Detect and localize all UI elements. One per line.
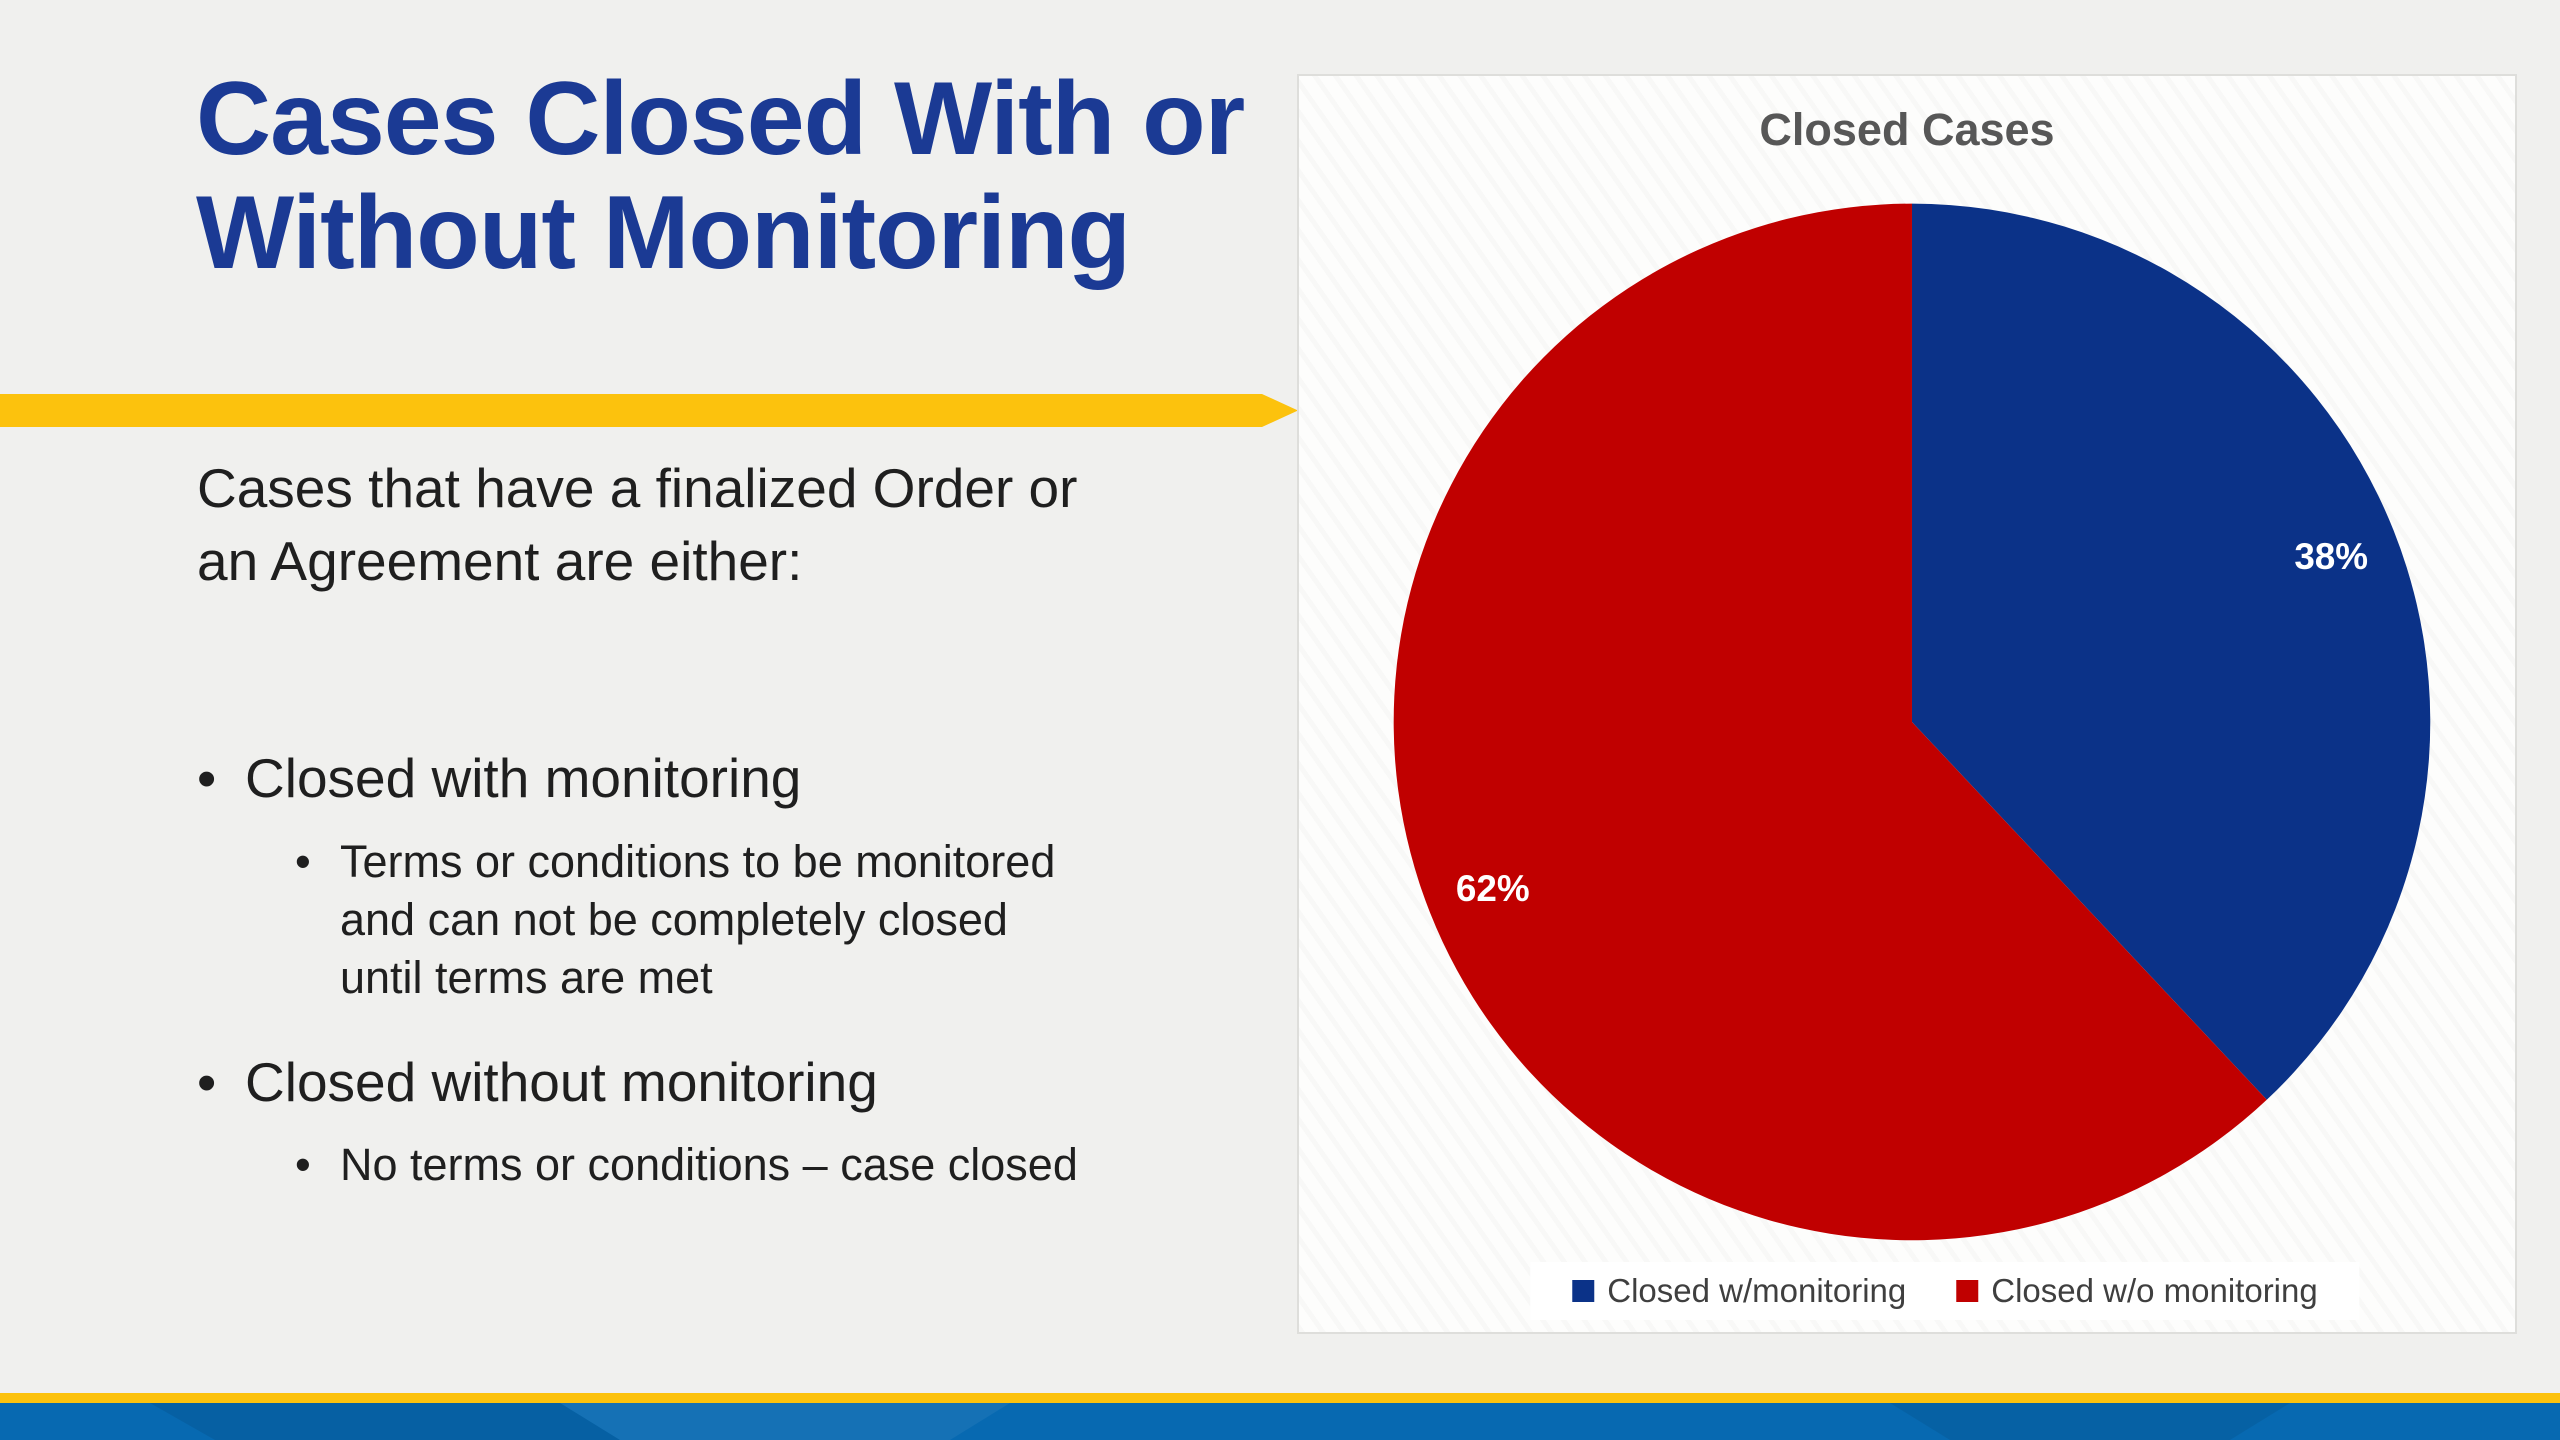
footer-decor-shape [1890, 1403, 2290, 1440]
slide-title: Cases Closed With or Without Monitoring [196, 61, 1245, 291]
sub-bullet-no-terms: • No terms or conditions – case closed [295, 1136, 1297, 1194]
sub-bullet-dot: • [295, 1139, 311, 1190]
sub-bullet-dot: • [295, 836, 311, 887]
footer-yellow-line [0, 1393, 2560, 1403]
pie-data-label: 62% [1456, 868, 1530, 909]
bullet-dot: • [197, 1051, 217, 1113]
legend-item-closed-without-monitoring: Closed w/o monitoring [1956, 1272, 2318, 1310]
legend-swatch-blue [1572, 1280, 1595, 1302]
bullet-label: Closed without monitoring [245, 1051, 878, 1113]
legend-label: Closed w/monitoring [1607, 1272, 1907, 1309]
bullet-item-closed-with-monitoring: • Closed with monitoring [197, 742, 1297, 815]
pie-data-label: 38% [2294, 536, 2368, 577]
pie-chart: 38% 62% [1393, 203, 2431, 1241]
chart-title: Closed Cases [1759, 104, 2055, 155]
intro-text: Cases that have a finalized Order or an … [197, 457, 1078, 592]
bullet-list: • Closed with monitoring • Terms or cond… [197, 742, 1297, 1194]
legend-label: Closed w/o monitoring [1991, 1272, 2318, 1309]
sub-bullet-text: Terms or conditions to be monitored and … [340, 836, 1056, 1003]
chart-panel: Closed Cases 38% 62% Closed w/monitoring … [1297, 74, 2517, 1334]
footer-decor-shape [150, 1403, 620, 1440]
pie-slice-red [1393, 203, 2267, 1241]
footer-blue-band [0, 1403, 2560, 1440]
legend-item-closed-with-monitoring: Closed w/monitoring [1572, 1272, 1906, 1310]
legend-swatch-red [1956, 1280, 1979, 1302]
sub-bullet-terms-monitored: • Terms or conditions to be monitored an… [295, 833, 1297, 1007]
bullet-dot: • [197, 747, 217, 809]
title-accent-bar [0, 394, 1298, 427]
pie-slice-blue [1911, 203, 2431, 1100]
sub-bullet-text: No terms or conditions – case closed [340, 1139, 1078, 1190]
chart-legend: Closed w/monitoring Closed w/o monitorin… [1530, 1262, 2360, 1320]
bullet-item-closed-without-monitoring: • Closed without monitoring [197, 1046, 1297, 1119]
bullet-label: Closed with monitoring [245, 747, 802, 809]
footer-decor-shape [560, 1403, 1010, 1440]
